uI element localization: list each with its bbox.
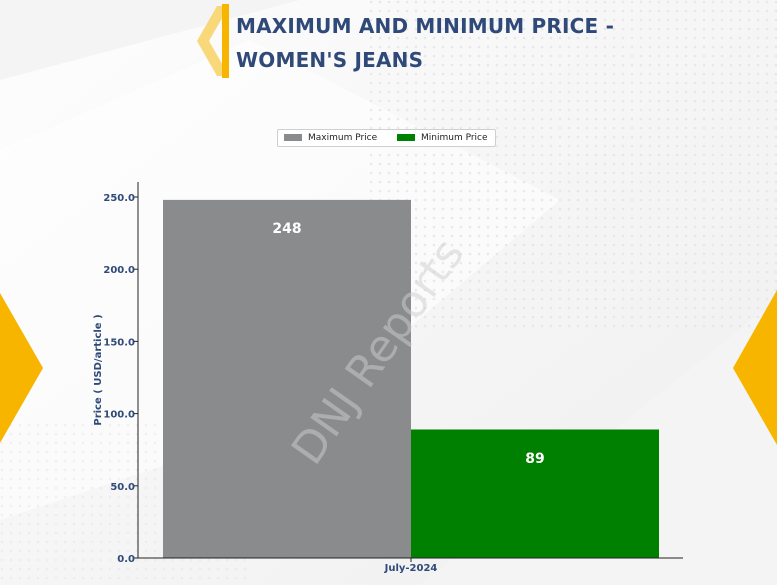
y-tick-label: 150.0 (103, 337, 135, 348)
y-tick-label: 250.0 (103, 193, 135, 204)
title-accent-icon (197, 4, 229, 78)
y-tick-label: 200.0 (103, 265, 135, 276)
right-accent-chevron (733, 290, 777, 445)
chart-title-line-1: MAXIMUM AND MINIMUM PRICE - (236, 14, 615, 38)
y-tick-label: 0.0 (117, 554, 135, 565)
data-label-maximum-price: 248 (272, 221, 301, 237)
y-tick-label: 100.0 (103, 410, 135, 421)
legend-label-min: Minimum Price (421, 133, 488, 143)
legend-swatch-min (397, 134, 415, 141)
chart-legend: Maximum Price Minimum Price (277, 129, 496, 147)
chart-title-line-2: WOMEN'S JEANS (236, 48, 424, 72)
legend-item-max: Maximum Price (284, 132, 377, 144)
y-tick-label: 50.0 (110, 482, 135, 493)
data-label-minimum-price: 89 (525, 451, 544, 467)
legend-swatch-max (284, 134, 302, 141)
legend-label-max: Maximum Price (308, 133, 378, 143)
bar-minimum-price (411, 429, 659, 558)
bar-maximum-price (163, 199, 411, 558)
left-accent-chevron (0, 293, 43, 443)
y-axis-label: Price ( USD/article ) (93, 314, 104, 425)
x-tick-label: July-2024 (384, 563, 438, 574)
legend-item-min: Minimum Price (397, 132, 488, 144)
